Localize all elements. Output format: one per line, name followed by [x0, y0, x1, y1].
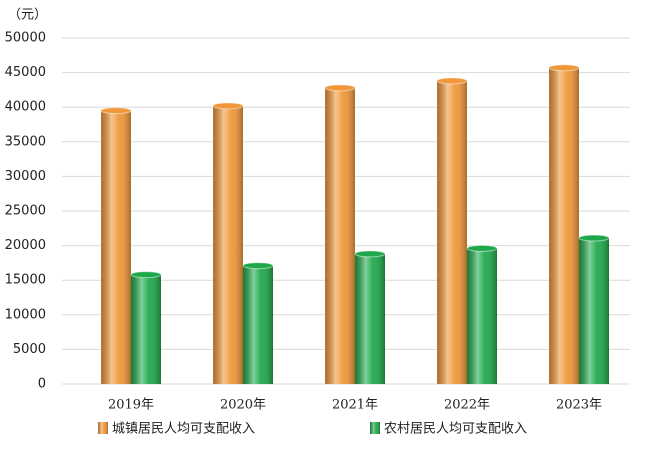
- y-tick-label: 15000: [5, 273, 46, 288]
- y-tick-label: 40000: [5, 100, 46, 115]
- y-tick-label: 20000: [5, 238, 46, 253]
- y-tick-label: 25000: [5, 204, 46, 219]
- bar-top: [324, 84, 356, 92]
- bar-shine: [131, 274, 161, 384]
- bar-shine: [243, 265, 273, 384]
- bar-shine: [355, 253, 385, 384]
- x-tick-label: 2023年: [556, 398, 602, 413]
- y-tick-label: 5000: [13, 342, 46, 357]
- legend-label: 城镇居民人均可支配收入: [112, 422, 255, 437]
- x-tick-label: 2020年: [220, 398, 266, 413]
- bar-top: [242, 262, 274, 270]
- y-tick-label: 35000: [5, 134, 46, 149]
- y-axis-label: （元）: [8, 8, 47, 23]
- bar-top: [354, 250, 386, 258]
- bar-top: [548, 64, 580, 72]
- bar-top: [130, 271, 162, 279]
- bar-shine: [549, 67, 579, 385]
- x-tick-label: 2021年: [332, 398, 378, 413]
- bar-shine: [101, 110, 131, 384]
- bar-top: [100, 107, 132, 115]
- bar-top: [436, 77, 468, 85]
- bar-shine: [437, 80, 467, 385]
- bar-top: [578, 234, 610, 242]
- y-tick-label: 10000: [5, 307, 46, 322]
- y-tick-label: 30000: [5, 169, 46, 184]
- y-tick-label: 50000: [5, 31, 46, 46]
- bar-shine: [325, 87, 355, 384]
- bar-shine: [579, 237, 609, 384]
- y-tick-label: 45000: [5, 65, 46, 80]
- bar-top: [212, 102, 244, 110]
- x-tick-label: 2022年: [444, 398, 490, 413]
- legend-shine: [370, 422, 380, 434]
- bar-shine: [467, 248, 497, 384]
- legend-label: 农村居民人均可支配收入: [384, 422, 527, 437]
- legend-shine: [98, 422, 108, 434]
- x-tick-label: 2019年: [108, 398, 154, 413]
- y-tick-label: 0: [38, 377, 46, 392]
- bar-shine: [213, 105, 243, 384]
- bar-top: [466, 244, 498, 252]
